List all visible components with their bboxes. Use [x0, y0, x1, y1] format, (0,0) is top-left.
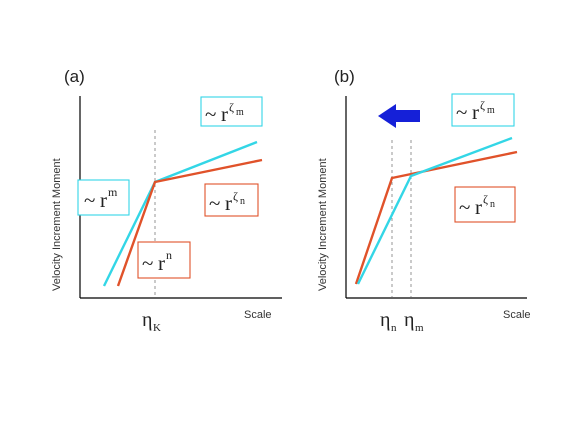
tilde-symbol: ~: [205, 102, 216, 126]
panel-b-x-axis-title: Scale: [503, 309, 531, 321]
panel-a-box-r-zeta-n: ~ r ζ n: [204, 183, 259, 217]
panel-a-box-r-n: ~ r n: [137, 241, 191, 279]
panel-b-box-r-zeta-m: ~ r ζ m: [451, 93, 515, 127]
panel-a-red-curve: [116, 158, 263, 287]
panel-a-box-r-m: ~ r m: [77, 179, 130, 216]
panel-b-box-r-zeta-n: ~ r ζ n: [454, 186, 516, 223]
exponent: ζ: [233, 189, 238, 203]
svg-text:K: K: [153, 322, 161, 334]
panel-a: (a) Velocity Increment Moment Scale ~ r …: [51, 67, 282, 334]
svg-text:n: n: [391, 322, 397, 334]
panel-a-box-r-zeta-m: ~ r ζ m: [200, 96, 263, 127]
r-symbol: r: [475, 195, 482, 219]
r-symbol: r: [472, 100, 479, 124]
panel-a-label: (a): [64, 67, 85, 86]
r-symbol: r: [158, 251, 165, 275]
exponent: ζ: [483, 192, 488, 206]
exponent: m: [108, 185, 118, 199]
r-symbol: r: [225, 191, 232, 215]
svg-text:η: η: [404, 309, 414, 331]
tilde-symbol: ~: [84, 188, 95, 212]
panel-b-label: (b): [334, 67, 355, 86]
exponent-subscript: n: [240, 196, 245, 207]
tilde-symbol: ~: [209, 191, 220, 215]
svg-text:m: m: [415, 322, 424, 334]
panel-a-y-axis-title: Velocity Increment Moment: [51, 158, 63, 291]
panel-a-x-axis-title: Scale: [244, 309, 272, 321]
tilde-symbol: ~: [459, 195, 470, 219]
panel-b: (b) Velocity Increment Moment Scale ~ r …: [317, 67, 531, 334]
svg-text:η: η: [142, 309, 152, 331]
r-symbol: r: [100, 188, 107, 212]
exponent-subscript: m: [236, 107, 244, 118]
panel-b-cyan-curve: [356, 136, 513, 285]
tilde-symbol: ~: [142, 251, 153, 275]
left-arrow-icon: [378, 104, 420, 128]
exponent: n: [166, 248, 172, 262]
exponent-subscript: n: [490, 199, 495, 210]
tilde-symbol: ~: [456, 100, 467, 124]
panel-b-y-axis-title: Velocity Increment Moment: [317, 158, 329, 291]
panel-a-eta-k-label: η K: [142, 309, 161, 334]
panel-b-eta-n-label: η n: [380, 309, 397, 334]
panel-b-eta-m-label: η m: [404, 309, 424, 334]
panel-b-red-curve: [354, 150, 518, 285]
exponent: ζ: [480, 98, 485, 112]
exponent-subscript: m: [487, 105, 495, 116]
exponent: ζ: [229, 100, 234, 114]
r-symbol: r: [221, 102, 228, 126]
svg-text:η: η: [380, 309, 390, 331]
